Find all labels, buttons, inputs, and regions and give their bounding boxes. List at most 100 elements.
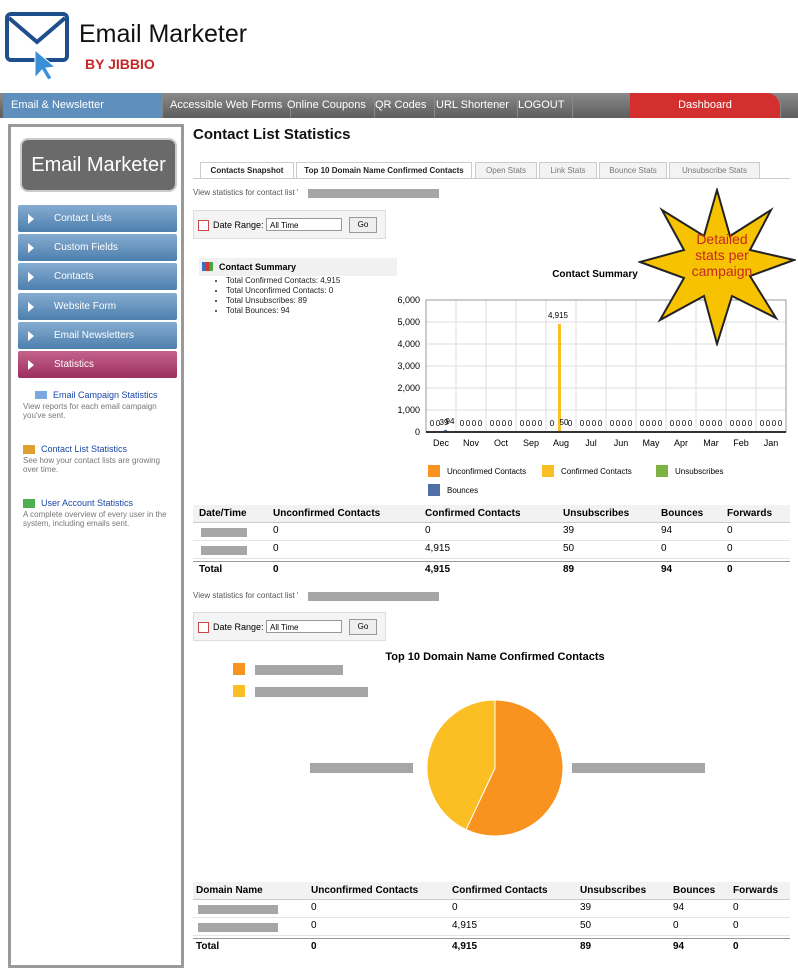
menu-item[interactable]: Custom Fields (18, 234, 177, 261)
value-label: 94 (446, 417, 455, 426)
total-cell: 94 (661, 564, 673, 575)
side-link: Contact List Statistics See how your con… (23, 444, 173, 474)
pie-slice (426, 699, 496, 831)
table-cell: 0 (452, 902, 458, 913)
nav-item[interactable]: QR Codes (367, 93, 436, 118)
value-label: 0 (772, 419, 777, 428)
y-tick-label: 2,000 (397, 383, 420, 393)
date-label: Date Range: (213, 622, 264, 632)
column-header: Forwards (733, 885, 779, 896)
column-header: Confirmed Contacts (425, 508, 521, 519)
summary-title: Contact Summary (219, 262, 297, 272)
x-tick-label: Jun (614, 438, 629, 448)
value-label: 0 (622, 419, 627, 428)
callout-star: Detailed stats per campaign (638, 188, 796, 346)
nav-item[interactable]: LOGOUT (510, 93, 574, 118)
row-rule (193, 935, 790, 936)
menu-label: Website Form (54, 301, 117, 312)
date-range: Date Range: All Time Go (193, 210, 386, 239)
legend-swatch (542, 465, 554, 477)
value-label: 0 (616, 419, 621, 428)
tab[interactable]: Link Stats (539, 162, 597, 179)
menu-item[interactable]: Contacts (18, 263, 177, 290)
legend-swatch (233, 663, 245, 675)
row-rule (193, 558, 790, 559)
value-label: 0 (736, 419, 741, 428)
table-cell: 0 (273, 525, 279, 536)
menu-label: Statistics (54, 359, 95, 370)
tab[interactable]: Top 10 Domain Name Confirmed Contacts (296, 162, 472, 179)
row-rule (193, 917, 790, 918)
go-button[interactable]: Go (349, 619, 377, 635)
tab[interactable]: Bounce Stats (599, 162, 667, 179)
value-label: 0 (610, 419, 615, 428)
table-cell: 0 (311, 902, 317, 913)
x-tick-label: Aug (553, 438, 569, 448)
side-link-title[interactable]: User Account Statistics (23, 498, 173, 508)
total-cell: 0 (311, 941, 317, 952)
value-label: 50 (560, 418, 569, 427)
side-link-title[interactable]: Email Campaign Statistics (23, 390, 173, 400)
redacted (201, 546, 247, 555)
label-redacted (572, 763, 705, 773)
x-tick-label: Feb (733, 438, 749, 448)
menu-item[interactable]: Email Newsletters (18, 322, 177, 349)
row-rule (193, 540, 790, 541)
menu-item[interactable]: Statistics (18, 351, 177, 378)
value-label: 0 (580, 419, 585, 428)
side-link: Email Campaign Statistics View reports f… (23, 390, 173, 420)
value-label: 4,915 (548, 311, 569, 320)
date-range: Date Range: All Time Go (193, 612, 386, 641)
pie-slice (465, 699, 564, 837)
tab[interactable]: Contacts Snapshot (200, 162, 294, 179)
value-label: 0 (658, 419, 663, 428)
value-label: 0 (538, 419, 543, 428)
legend-redacted (255, 665, 343, 675)
menu-label: Email Newsletters (54, 330, 135, 341)
date-select[interactable]: All Time (266, 218, 342, 231)
nav-item[interactable]: Online Coupons (279, 93, 375, 118)
column-header: Unconfirmed Contacts (273, 508, 381, 519)
go-button[interactable]: Go (349, 217, 377, 233)
menu-label: Contact Lists (54, 213, 112, 224)
menu-item[interactable]: Contact Lists (18, 205, 177, 232)
side-link-title[interactable]: Contact List Statistics (23, 444, 173, 454)
tab-rule (193, 178, 790, 179)
nav-bar: Email & Newsletter Marketing Accessible … (0, 93, 798, 136)
total-cell: Total (199, 564, 223, 575)
value-label: 0 (520, 419, 525, 428)
value-label: 0 (760, 419, 765, 428)
redacted (201, 528, 247, 537)
tab[interactable]: Unsubscribe Stats (669, 162, 760, 179)
value-label: 0 (550, 419, 555, 428)
legend-label: Confirmed Contacts (561, 467, 632, 476)
y-tick-label: 0 (415, 427, 420, 437)
value-label: 0 (676, 419, 681, 428)
table-cell: 0 (727, 525, 733, 536)
table-cell: 39 (563, 525, 575, 536)
date-select[interactable]: All Time (266, 620, 342, 633)
stats-table: Domain Name Unconfirmed Contacts Confirmed… (193, 882, 790, 956)
value-label: 0 (748, 419, 753, 428)
x-tick-label: Apr (674, 438, 688, 448)
x-tick-label: Nov (463, 438, 480, 448)
total-cell: 0 (727, 564, 733, 575)
tab[interactable]: Open Stats (475, 162, 537, 179)
x-tick-label: Dec (433, 438, 450, 448)
nav-item[interactable]: URL Shortener (428, 93, 518, 118)
table-cell: 0 (727, 543, 733, 554)
nav-item[interactable]: Accessible Web Forms (162, 93, 292, 118)
nav-item[interactable]: Email & Newsletter Marketing (3, 93, 163, 136)
menu-item[interactable]: Website Form (18, 293, 177, 320)
total-cell: 0 (273, 564, 279, 575)
side-link-desc: View reports for each email campaign you… (23, 402, 157, 420)
nav-dashboard[interactable]: Dashboard (630, 93, 781, 118)
sidebar: Email Marketer Contact Lists Custom Fiel… (8, 124, 184, 968)
value-label: 0 (502, 419, 507, 428)
value-label: 39 (440, 418, 449, 427)
y-tick-label: 5,000 (397, 317, 420, 327)
logo-icon (5, 12, 69, 81)
total-rule (193, 561, 790, 562)
side-link-desc: A complete overview of every user in the… (23, 510, 167, 528)
column-header: Confirmed Contacts (452, 885, 548, 896)
